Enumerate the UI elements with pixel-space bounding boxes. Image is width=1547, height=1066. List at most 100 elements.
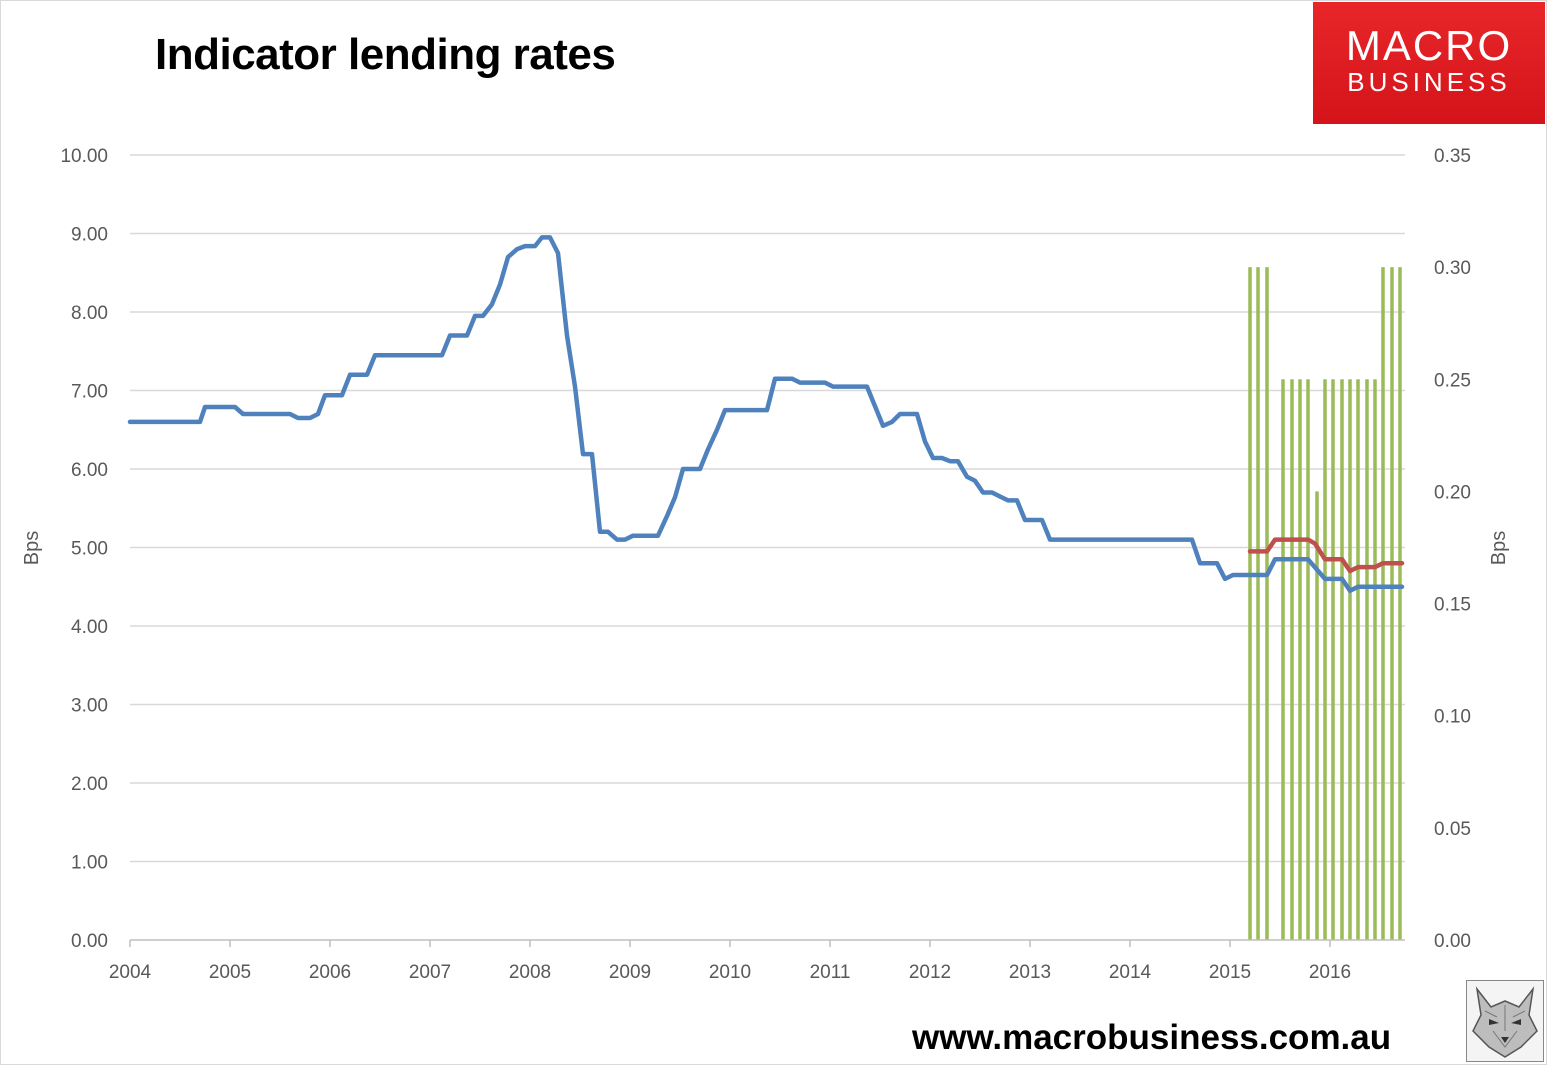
axes: 0.00 1.00 2.00 3.00 4.00 5.00 6.00 7.00 8.00 9.00… [60, 146, 1471, 983]
data-point [1273, 538, 1277, 541]
data-point [373, 353, 377, 357]
data-point [490, 302, 494, 306]
bar [1348, 379, 1352, 940]
data-point [523, 244, 527, 248]
bar [1398, 267, 1402, 941]
data-point [1265, 550, 1269, 553]
data-point [128, 420, 132, 424]
data-point [465, 334, 469, 337]
chart-title: Indicator lending rates [155, 30, 616, 79]
y-tick-label-right: 0.25 [1434, 370, 1471, 391]
x-tick-label: 2005 [209, 962, 251, 983]
y-tick-label-right: 0.05 [1434, 819, 1471, 840]
data-point [1400, 585, 1404, 588]
bar [1265, 267, 1269, 941]
data-point [915, 412, 919, 416]
data-point [948, 459, 952, 463]
logo-text-business: BUSINESS [1347, 67, 1511, 97]
y-tick-label-right: 0.20 [1434, 482, 1471, 503]
data-point [973, 479, 977, 482]
data-point [1190, 538, 1194, 541]
y-tick-label-left: 8.00 [71, 303, 108, 324]
bar [1281, 379, 1285, 940]
y-tick-label-left: 4.00 [71, 617, 108, 638]
y-tick-label-right: 0.00 [1434, 931, 1471, 952]
data-point [656, 534, 660, 537]
data-point [1306, 538, 1310, 541]
data-point [1006, 499, 1010, 502]
data-point [473, 314, 477, 318]
y-tick-label-right: 0.10 [1434, 707, 1471, 728]
bar [1323, 379, 1327, 940]
data-point [598, 530, 602, 533]
data-point [540, 236, 544, 239]
data-point [296, 416, 300, 420]
logo-text-macro: MACRO [1345, 22, 1513, 69]
data-point [241, 412, 245, 416]
data-point [498, 283, 502, 286]
bar [1381, 267, 1385, 941]
x-tick-label: 2015 [1209, 962, 1251, 983]
x-tick-label: 2008 [509, 962, 551, 983]
y-tick-label-left: 9.00 [71, 225, 108, 246]
data-point [481, 314, 485, 318]
data-point [565, 334, 569, 337]
data-point [873, 405, 877, 408]
gridlines [130, 154, 1405, 863]
data-point [1040, 518, 1044, 522]
y-tick-label-left: 2.00 [71, 774, 108, 795]
x-tick-label: 2004 [109, 962, 152, 983]
data-point [723, 408, 727, 412]
data-point [706, 448, 710, 451]
data-point [931, 456, 935, 460]
data-point [1373, 565, 1377, 569]
data-point [631, 534, 635, 537]
data-point [233, 405, 237, 409]
data-point [940, 456, 944, 460]
data-point [1273, 558, 1277, 561]
series-line-0 [127, 235, 1405, 593]
y-axis-title-left: Bps [21, 531, 43, 565]
data-point [548, 236, 552, 239]
data-point [773, 377, 777, 380]
data-point [1265, 573, 1269, 577]
data-point [956, 459, 960, 463]
y-tick-label-right: 0.35 [1434, 146, 1471, 167]
bar [1306, 379, 1310, 940]
data-point [515, 248, 519, 251]
y-tick-label-right: 0.15 [1434, 595, 1471, 616]
data-point [448, 334, 452, 337]
bar [1248, 267, 1252, 941]
data-point [1215, 562, 1219, 565]
y-axis-title-right: Bps [1488, 531, 1510, 565]
y-tick-label-left: 0.00 [71, 931, 108, 952]
data-point [288, 412, 292, 416]
bar [1390, 267, 1394, 941]
data-point [1223, 577, 1227, 581]
data-point [1340, 577, 1344, 581]
data-point [715, 428, 719, 431]
data-point [348, 373, 352, 376]
wolf-mascot-icon [1466, 980, 1544, 1062]
bar [1340, 379, 1344, 940]
macrobusiness-logo: MACRO BUSINESS [1313, 2, 1545, 124]
website-url: www.macrobusiness.com.au [912, 1018, 1392, 1057]
data-point [831, 385, 835, 388]
x-tick-label: 2013 [1009, 962, 1051, 983]
data-point [1023, 518, 1027, 522]
data-point [881, 424, 885, 428]
x-tick-label: 2012 [909, 962, 951, 983]
data-point [556, 251, 560, 255]
data-point [681, 467, 685, 471]
data-point [606, 530, 610, 533]
data-point [308, 416, 312, 420]
bar [1298, 379, 1302, 940]
data-point [865, 385, 869, 388]
data-point [1048, 538, 1052, 541]
x-tick-label: 2010 [709, 962, 751, 983]
data-point [765, 408, 769, 412]
x-tick-label: 2016 [1309, 962, 1351, 983]
data-point [1340, 558, 1344, 561]
bar-series [1248, 267, 1402, 941]
